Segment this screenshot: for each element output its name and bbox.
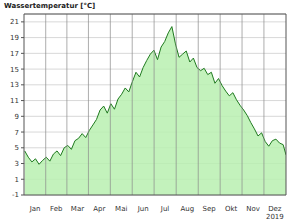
svg-text:Jul: Jul <box>160 205 170 213</box>
svg-text:Apr: Apr <box>93 205 105 213</box>
svg-text:7: 7 <box>15 129 19 137</box>
svg-text:Okt: Okt <box>225 205 238 213</box>
svg-text:2019: 2019 <box>266 213 284 219</box>
svg-text:17: 17 <box>10 50 19 58</box>
svg-text:11: 11 <box>10 97 19 105</box>
svg-text:Mar: Mar <box>71 205 84 213</box>
svg-text:Aug: Aug <box>180 205 194 213</box>
svg-text:Sep: Sep <box>203 205 217 213</box>
svg-text:Nov: Nov <box>246 205 260 213</box>
svg-text:Jun: Jun <box>137 205 149 213</box>
svg-text:13: 13 <box>10 81 19 89</box>
html-text:Wassertemperatur [°C]: Wassertemperatur [°C] <box>4 2 96 10</box>
svg-text:15: 15 <box>10 66 19 74</box>
svg-text:Dez: Dez <box>268 205 282 213</box>
svg-text:Mai: Mai <box>115 205 127 213</box>
svg-text:-1: -1 <box>12 191 19 199</box>
svg-text:1: 1 <box>15 176 19 184</box>
svg-text:19: 19 <box>10 34 19 42</box>
svg-text:Jan: Jan <box>29 205 41 213</box>
svg-text:5: 5 <box>15 144 19 152</box>
svg-text:21: 21 <box>10 18 19 26</box>
svg-text:Feb: Feb <box>50 205 63 213</box>
svg-text:9: 9 <box>15 113 19 121</box>
svg-text:3: 3 <box>15 160 19 168</box>
